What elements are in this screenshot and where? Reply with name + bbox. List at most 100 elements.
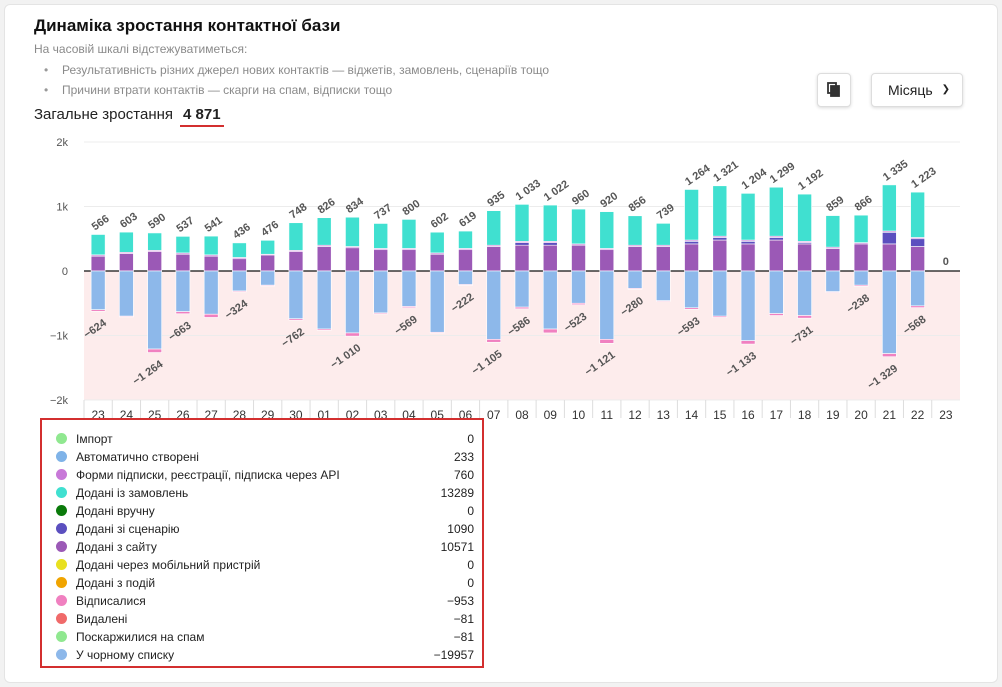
x-tick-label: 22	[911, 408, 925, 422]
bar-segment	[740, 340, 756, 345]
bar-segment	[712, 185, 728, 237]
bar-segment	[90, 309, 106, 312]
bar-segment	[825, 248, 841, 272]
bar-segment	[825, 270, 841, 292]
bar-segment	[599, 211, 615, 249]
legend-item[interactable]: Відписалися −953	[56, 592, 474, 610]
legend-color-dot	[56, 487, 67, 498]
bar-segment	[401, 219, 417, 249]
legend-color-dot	[56, 451, 67, 462]
bar-segment	[599, 270, 615, 340]
x-tick-label: 15	[713, 408, 727, 422]
bar-segment	[655, 246, 671, 272]
legend-value: −953	[446, 594, 474, 608]
bar-segment	[797, 270, 812, 316]
bar-segment	[740, 193, 756, 241]
legend-value: 0	[467, 432, 474, 446]
bar-segment	[175, 311, 191, 315]
bar-segment	[90, 270, 106, 311]
bar-segment	[882, 353, 897, 358]
legend-color-dot	[56, 613, 67, 624]
total-growth-label: Загальне зростання	[34, 106, 174, 123]
bar-segment	[514, 242, 530, 246]
bar-segment	[740, 270, 756, 341]
legend-label: Автоматично створені	[76, 450, 199, 464]
bar-segment	[571, 270, 586, 304]
bar-segment	[203, 235, 219, 256]
bar-segment	[90, 255, 106, 272]
bar-segment	[853, 214, 869, 243]
bar-segment	[910, 238, 925, 247]
bar-segment	[260, 254, 275, 272]
y-tick-label: 2k	[56, 137, 68, 149]
bar-segment	[825, 215, 841, 248]
legend-item[interactable]: Поскаржилися на спам −81	[56, 628, 474, 646]
chart-legend: Імпорт 0 Автоматично створені 233 Форми підп…	[40, 418, 484, 668]
bar-segment	[712, 315, 728, 318]
legend-value: 1090	[447, 522, 474, 536]
bar-segment	[345, 216, 360, 247]
legend-label: Додані з подій	[76, 576, 156, 590]
legend-label: Додані із замовлень	[76, 486, 189, 500]
bar-top-label: 859	[824, 194, 846, 214]
x-tick-label: 07	[487, 408, 501, 422]
bar-top-label: 1 335	[881, 158, 910, 184]
bar-segment	[712, 239, 728, 272]
bar-segment	[458, 230, 473, 249]
bar-segment	[712, 237, 728, 241]
bar-segment	[542, 242, 558, 246]
legend-item[interactable]: Форми підписки, реєстрації, підписка чер…	[56, 466, 474, 484]
bar-top-label: 537	[174, 215, 196, 235]
legend-item[interactable]: Видалені −81	[56, 610, 474, 628]
bar-top-label: 0	[943, 256, 949, 268]
bar-segment	[655, 223, 671, 246]
bar-segment	[316, 328, 332, 331]
x-tick-label: 12	[628, 408, 642, 422]
bar-segment	[684, 307, 699, 310]
bar-top-label: 737	[372, 202, 394, 222]
bar-segment	[769, 313, 784, 316]
x-tick-label: 13	[657, 408, 671, 422]
legend-color-dot	[56, 577, 67, 588]
bar-segment	[542, 204, 558, 242]
bar-segment	[345, 332, 360, 337]
legend-item[interactable]: Додані з подій 0	[56, 574, 474, 592]
legend-item[interactable]: Додані із замовлень 13289	[56, 484, 474, 502]
legend-item[interactable]: Автоматично створені 233	[56, 448, 474, 466]
bar-segment	[203, 313, 219, 318]
legend-item[interactable]: Додані з сайту 10571	[56, 538, 474, 556]
x-tick-label: 10	[572, 408, 586, 422]
bar-segment	[882, 232, 897, 245]
bar-top-label: 856	[627, 194, 649, 214]
bar-top-label: 619	[457, 209, 479, 229]
bar-segment	[316, 217, 332, 246]
legend-color-dot	[56, 433, 67, 444]
x-tick-label: 20	[854, 408, 868, 422]
bar-segment	[147, 270, 162, 350]
bar-segment	[203, 255, 219, 272]
bar-segment	[910, 270, 925, 307]
bar-segment	[853, 243, 869, 272]
bar-segment	[373, 270, 389, 314]
legend-item[interactable]: Імпорт 0	[56, 430, 474, 448]
bar-top-label: 436	[231, 221, 253, 241]
copy-button[interactable]	[817, 73, 851, 107]
legend-item[interactable]: У чорному списку −19957	[56, 646, 474, 664]
period-dropdown[interactable]: Місяць ❯	[871, 73, 963, 107]
bar-segment	[627, 215, 643, 246]
x-tick-label: 17	[770, 408, 784, 422]
bar-segment	[571, 208, 586, 245]
bar-segment	[825, 291, 841, 293]
bar-top-label: 1 033	[514, 178, 543, 204]
legend-item[interactable]: Додані через мобільний пристрій 0	[56, 556, 474, 574]
legend-value: 760	[453, 468, 474, 482]
legend-item[interactable]: Додані вручну 0	[56, 502, 474, 520]
bar-segment	[542, 328, 558, 334]
legend-value: −81	[453, 612, 474, 626]
bullet-item: Причини втрати контактів — скарги на спа…	[44, 82, 549, 102]
bar-segment	[882, 243, 897, 272]
bar-segment	[882, 184, 897, 232]
legend-item[interactable]: Додані зі сценарію 1090	[56, 520, 474, 538]
bar-top-label: 834	[344, 195, 367, 216]
